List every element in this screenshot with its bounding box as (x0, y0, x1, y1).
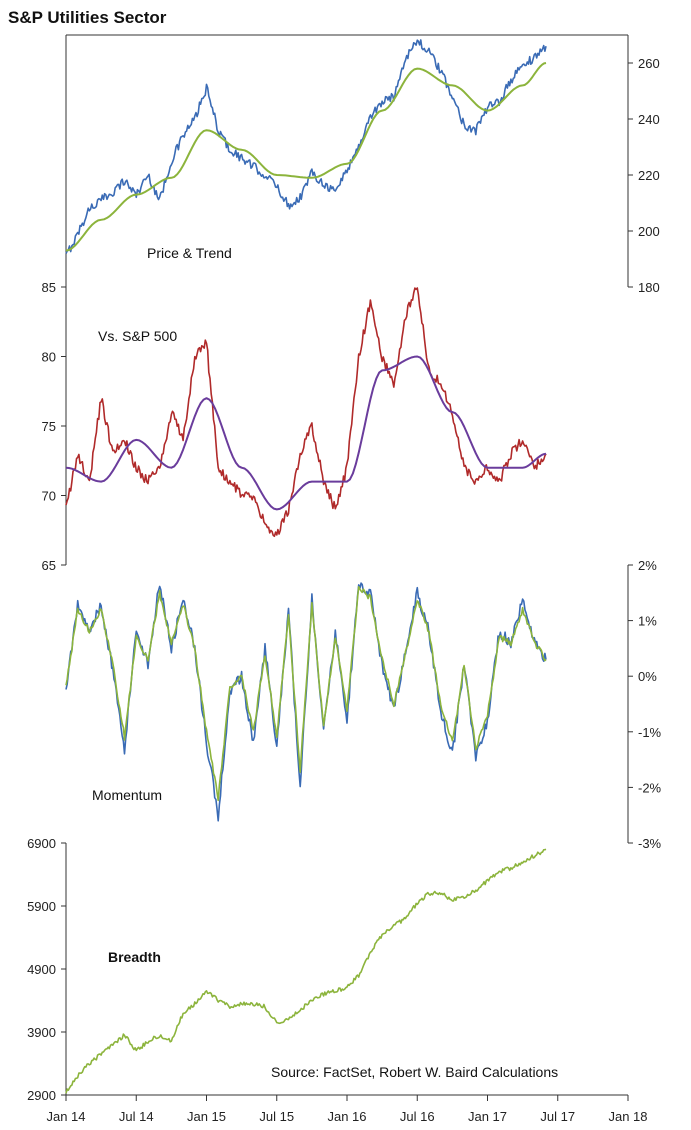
x-tick-label: Jul 14 (119, 1109, 154, 1124)
series-line-relative_trend (65, 355, 547, 511)
panel-label-relative: Vs. S&P 500 (98, 328, 177, 344)
panel-label-breadth: Breadth (108, 949, 161, 965)
y-tick-label: 180 (638, 280, 660, 295)
y-tick-label: 70 (42, 489, 56, 504)
y-tick-label: 1% (638, 614, 657, 629)
y-tick-label: 3900 (27, 1025, 56, 1040)
y-tick-label: 5900 (27, 899, 56, 914)
x-tick-label: Jan 16 (327, 1109, 366, 1124)
x-tick-label: Jul 17 (540, 1109, 575, 1124)
panel-label-momentum: Momentum (92, 787, 162, 803)
y-tick-label: 85 (42, 280, 56, 295)
x-tick-label: Jan 17 (468, 1109, 507, 1124)
y-tick-label: 240 (638, 112, 660, 127)
y-tick-label: 2900 (27, 1088, 56, 1103)
x-tick-label: Jul 16 (400, 1109, 435, 1124)
y-tick-label: 65 (42, 558, 56, 573)
x-tick-label: Jan 15 (187, 1109, 226, 1124)
series-layer (65, 39, 547, 1094)
y-tick-label: -3% (638, 836, 662, 851)
y-tick-label: 260 (638, 56, 660, 71)
series-line-price (65, 39, 547, 254)
x-tick-label: Jan 14 (46, 1109, 85, 1124)
y-tick-label: 2% (638, 558, 657, 573)
y-tick-label: 6900 (27, 836, 56, 851)
axis-ticks: Jan 14 Jul 14 Jan 15 Jul 15 Jan 16 Jul 16 Jan … (27, 56, 661, 1124)
panel-label-price: Price & Trend (147, 245, 232, 261)
x-tick-label: Jul 15 (259, 1109, 294, 1124)
y-tick-label: 75 (42, 419, 56, 434)
y-tick-label: 4900 (27, 962, 56, 977)
series-line-relative (65, 287, 547, 538)
y-tick-label: -2% (638, 780, 662, 795)
source-note: Source: FactSet, Robert W. Baird Calcula… (271, 1064, 558, 1080)
y-tick-label: 80 (42, 350, 56, 365)
series-line-trend (65, 62, 547, 252)
x-tick-label: Jan 18 (608, 1109, 647, 1124)
series-line-breadth (65, 848, 547, 1094)
y-tick-label: -1% (638, 725, 662, 740)
y-tick-label: 0% (638, 669, 657, 684)
panel-frames (65, 34, 629, 1096)
series-line-momentum_a (65, 582, 547, 822)
y-tick-label: 220 (638, 168, 660, 183)
chart-title: S&P Utilities Sector (8, 8, 167, 27)
y-tick-label: 200 (638, 224, 660, 239)
series-line-momentum_b (65, 585, 547, 802)
